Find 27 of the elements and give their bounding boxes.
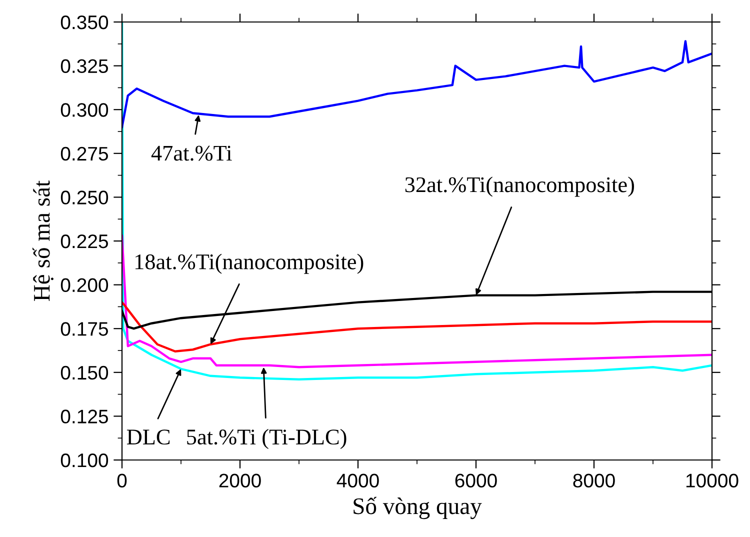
y-axis-title: Hệ số ma sát: [32, 180, 54, 301]
x-axis-title: Số vòng quay: [354, 496, 482, 520]
line-series: [122, 40, 712, 128]
line-series: [122, 301, 712, 352]
annotation: 5at.%Ti (Ti-DLC): [187, 428, 346, 450]
y-tick-label: 0.350: [60, 15, 108, 30]
y-tick-label: 0.150: [60, 366, 108, 380]
annotation: DLC: [126, 430, 170, 445]
x-tick-label: 10000: [686, 474, 738, 488]
line-series: [122, 234, 712, 368]
x-tick-label: 4000: [336, 474, 379, 488]
y-tick-label: 0.250: [60, 190, 108, 204]
x-tick-label: 2000: [219, 474, 261, 488]
y-tick-label: 0.225: [60, 234, 108, 248]
x-tick-label: 6000: [455, 474, 497, 488]
y-tick-label: 0.100: [60, 453, 108, 468]
y-tick-label: 0.125: [60, 410, 108, 424]
y-tick-label: 0.325: [60, 59, 108, 74]
annotation: 47at.%Ti: [151, 146, 232, 161]
x-tick-label: 8000: [573, 474, 615, 488]
annotation: 32at.%Ti(nanocomposite): [405, 176, 634, 197]
annotation: 18at.%Ti(nanocomposite): [135, 254, 364, 274]
y-tick-label: 0.300: [60, 103, 108, 117]
x-tick-label: 0: [117, 474, 127, 488]
y-tick-label: 0.175: [60, 322, 108, 336]
y-tick-label: 0.275: [60, 146, 108, 161]
y-tick-label: 0.200: [60, 278, 108, 292]
